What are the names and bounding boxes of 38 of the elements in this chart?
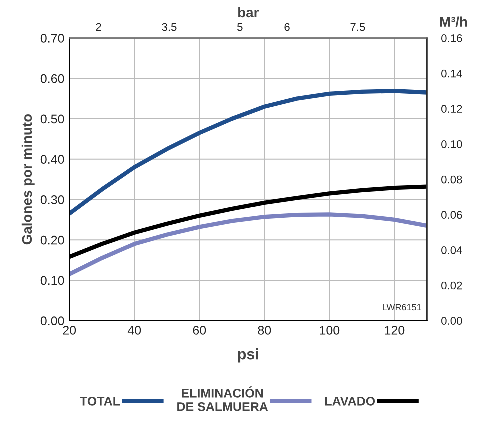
- x2-tick-label: 5: [238, 23, 243, 32]
- y-tick-label: 0.30: [40, 196, 64, 204]
- y2-tick-label: 0.08: [442, 176, 462, 184]
- y2-tick-label: 0.12: [442, 105, 462, 114]
- y-tick-label: 0.70: [40, 34, 64, 43]
- y2-tick-label: 0.00: [442, 317, 462, 326]
- y-axis-title: Galones por minuto: [22, 114, 35, 245]
- y-tick-label: 0.10: [40, 276, 64, 286]
- x-tick-label: 40: [128, 326, 142, 335]
- x2-axis-title: bar: [238, 7, 259, 18]
- y2-tick-label: 0.16: [442, 34, 462, 42]
- y-tick-label: 0.50: [40, 114, 64, 124]
- y-tick-label: 0.00: [40, 316, 64, 326]
- x-tick-label: 20: [63, 326, 76, 335]
- y2-tick-label: 0.14: [442, 70, 462, 78]
- x-tick-label: 60: [193, 326, 206, 335]
- line-series: [70, 212, 428, 277]
- x2-tick-label: 2: [96, 23, 102, 32]
- legend-label: TOTAL: [80, 397, 120, 406]
- y-tick-label: 0.20: [40, 236, 64, 245]
- y2-tick-label: 0.06: [442, 211, 462, 220]
- y2-tick-label: 0.02: [442, 282, 462, 290]
- x-tick-label: 120: [385, 326, 405, 335]
- x2-tick-label: 6: [284, 23, 290, 32]
- x-axis-title: psi: [238, 348, 258, 363]
- line-series: [70, 89, 428, 216]
- x2-tick-label: 7.5: [350, 23, 366, 32]
- y2-tick-label: 0.10: [442, 140, 462, 148]
- x-tick-label: 80: [258, 326, 272, 335]
- x-tick-label: 100: [320, 326, 340, 335]
- y2-tick-label: 0.04: [442, 246, 462, 254]
- y2-axis-title: M³/h: [440, 16, 468, 28]
- y-tick-label: 0.60: [40, 74, 64, 84]
- legend-label: LAVADO: [325, 397, 376, 406]
- legend-label: ELIMINACIÓN DE SALMUERA: [178, 386, 268, 412]
- y-tick-label: 0.40: [40, 155, 64, 164]
- x2-tick-label: 3.5: [162, 23, 177, 32]
- annotation: LWR6151: [383, 304, 422, 311]
